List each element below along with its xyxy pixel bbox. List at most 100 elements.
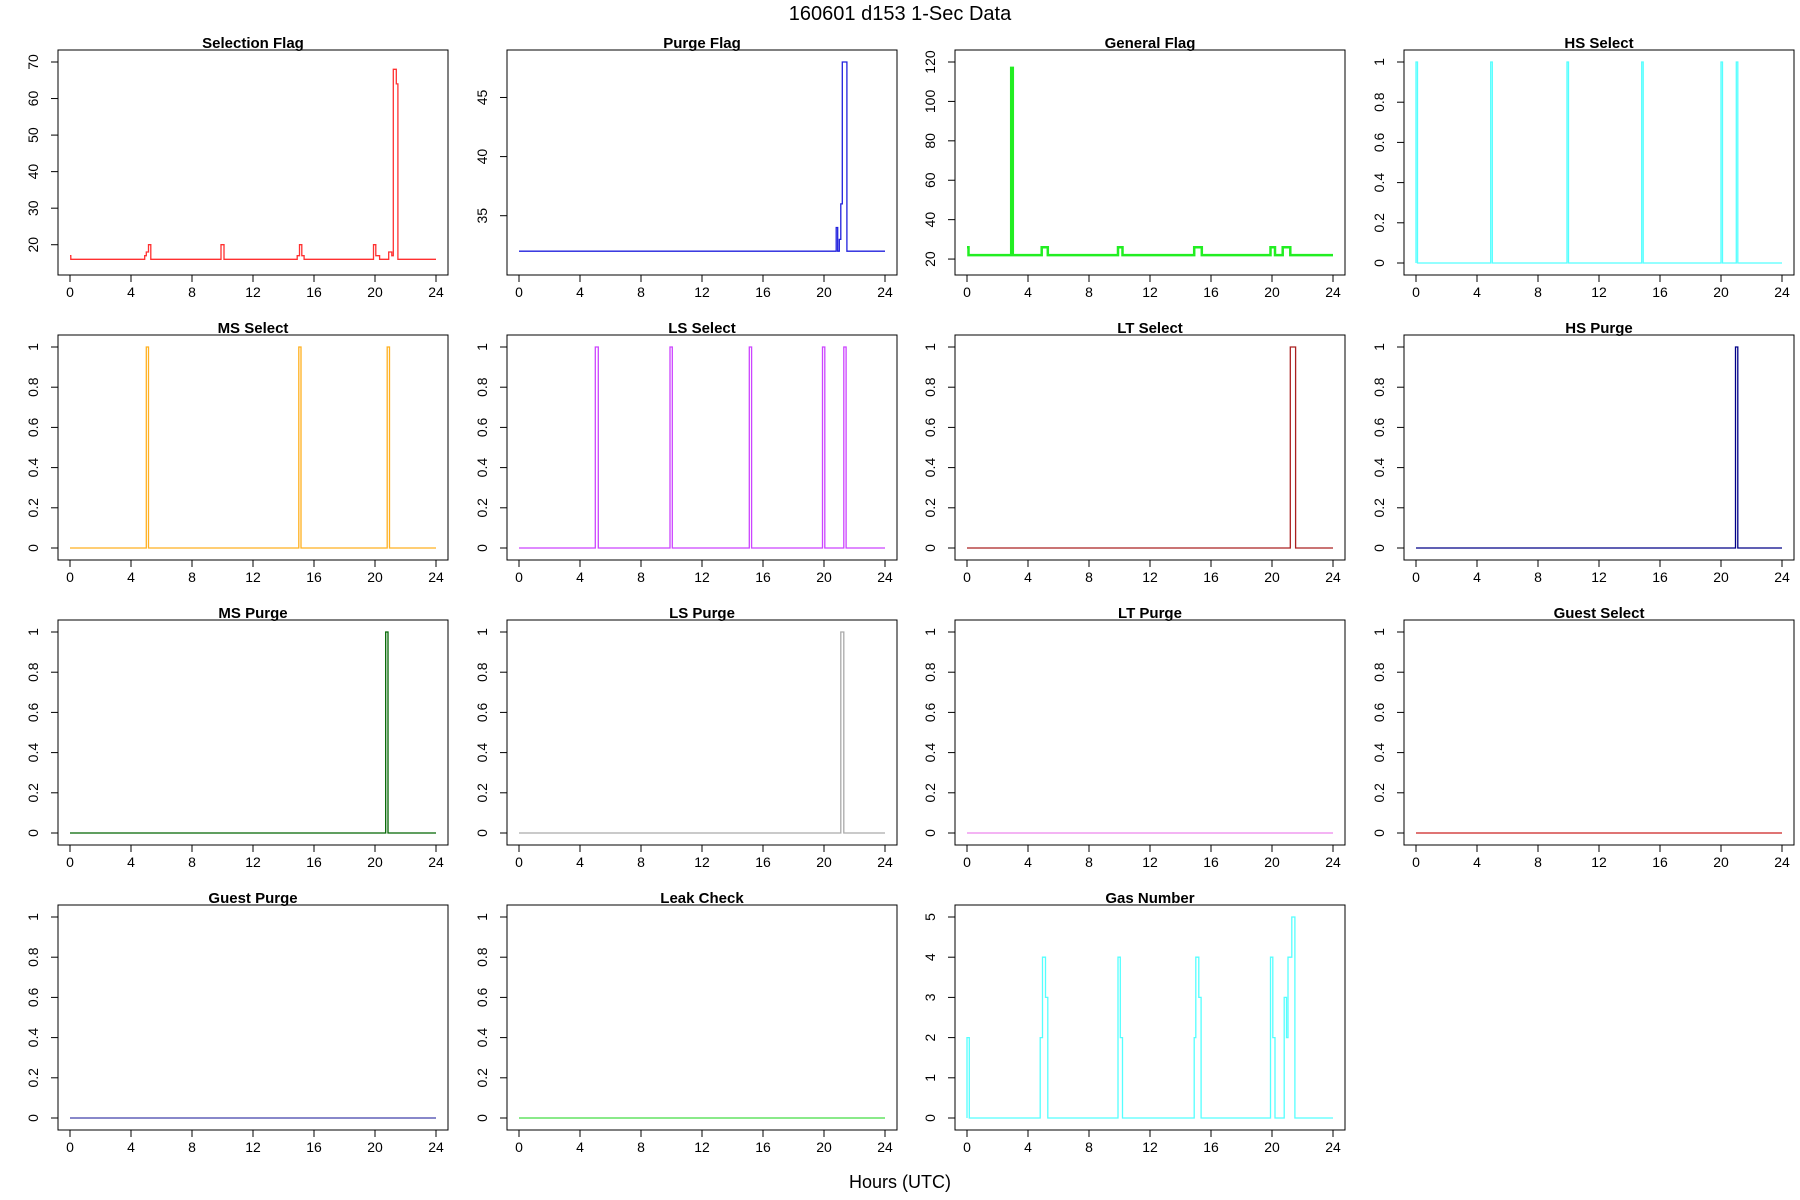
x-tick-label: 16 [306, 569, 322, 585]
data-series-line [70, 346, 436, 549]
data-series-line [1415, 61, 1782, 264]
x-tick-label: 12 [694, 284, 710, 300]
x-tick-label: 12 [1591, 284, 1607, 300]
x-tick-label: 4 [127, 284, 135, 300]
x-tick-label: 8 [1085, 284, 1093, 300]
y-tick-label: 0 [25, 544, 41, 552]
y-tick-label: 0 [922, 1114, 938, 1122]
panel-title: LS Purge [669, 605, 735, 622]
y-tick-label: 120 [922, 50, 938, 74]
y-tick-label: 0.8 [474, 662, 490, 682]
plot-frame [57, 619, 449, 846]
y-tick-label: 35 [474, 208, 490, 224]
y-tick-label: 40 [25, 164, 41, 180]
y-tick-label: 0 [25, 829, 41, 837]
x-tick-label: 20 [1264, 854, 1280, 870]
x-axis-label: Hours (UTC) [849, 1172, 951, 1192]
panel: Selection Flag 0 4 8 12 16 20 24 20 30 40 50 60 70 [25, 35, 449, 300]
y-tick-label: 1 [474, 343, 490, 351]
x-tick-label: 8 [188, 1139, 196, 1155]
y-tick-label: 0.2 [1371, 783, 1387, 803]
x-tick-label: 16 [1203, 569, 1219, 585]
plot-frame [506, 49, 898, 276]
x-tick-label: 0 [515, 854, 523, 870]
panel-title: HS Purge [1565, 320, 1633, 337]
x-tick-label: 8 [188, 854, 196, 870]
x-tick-label: 0 [963, 1139, 971, 1155]
x-tick-label: 20 [1264, 1139, 1280, 1155]
x-tick-label: 8 [637, 854, 645, 870]
y-tick-label: 0.4 [1371, 458, 1387, 478]
x-tick-label: 12 [694, 569, 710, 585]
data-series-line [70, 631, 436, 834]
panel: HS Select 0 4 8 12 16 20 24 0 0.2 0.4 0.6 0.8 1 [1371, 35, 1795, 300]
y-tick-label: 0.2 [25, 498, 41, 518]
y-tick-label: 0.8 [1371, 92, 1387, 112]
x-tick-label: 24 [428, 854, 444, 870]
y-tick-label: 100 [922, 90, 938, 114]
data-series-line [967, 346, 1333, 549]
panel-title: Guest Select [1554, 605, 1645, 622]
plot-frame [57, 904, 449, 1131]
y-tick-label: 0 [1371, 829, 1387, 837]
y-tick-label: 0 [474, 544, 490, 552]
y-tick-label: 0.2 [474, 1068, 490, 1088]
y-tick-label: 1 [1371, 58, 1387, 66]
x-tick-label: 8 [637, 569, 645, 585]
panel: MS Purge 0 4 8 12 16 20 24 0 0.2 0.4 0.6 0.8 1 [25, 605, 449, 870]
y-tick-label: 0.8 [1371, 662, 1387, 682]
y-tick-label: 0.2 [922, 498, 938, 518]
x-tick-label: 8 [1534, 284, 1542, 300]
x-tick-label: 4 [1473, 569, 1481, 585]
y-tick-label: 0.6 [1371, 132, 1387, 152]
x-tick-label: 16 [1652, 569, 1668, 585]
data-series-line [519, 346, 885, 549]
x-tick-label: 0 [963, 569, 971, 585]
x-tick-label: 8 [1534, 854, 1542, 870]
y-tick-label: 0.4 [922, 458, 938, 478]
x-tick-label: 8 [1085, 569, 1093, 585]
x-tick-label: 4 [1024, 854, 1032, 870]
panel-title: LT Select [1117, 320, 1183, 337]
y-tick-label: 0.8 [25, 662, 41, 682]
y-tick-label: 0.8 [474, 377, 490, 397]
data-series-line [1416, 346, 1782, 549]
x-tick-label: 0 [515, 569, 523, 585]
x-tick-label: 0 [66, 284, 74, 300]
y-tick-label: 0.6 [474, 417, 490, 437]
x-tick-label: 20 [1264, 569, 1280, 585]
panel-title: LS Select [668, 320, 736, 337]
y-tick-label: 0.8 [25, 947, 41, 967]
panel-title: General Flag [1105, 35, 1196, 52]
x-tick-label: 16 [306, 284, 322, 300]
y-tick-label: 0.6 [922, 702, 938, 722]
y-tick-label: 0.4 [474, 458, 490, 478]
x-tick-label: 4 [576, 854, 584, 870]
plot-frame [1403, 619, 1795, 846]
x-tick-label: 4 [576, 1139, 584, 1155]
y-tick-label: 4 [922, 953, 938, 961]
x-tick-label: 4 [127, 854, 135, 870]
plot-frame [954, 619, 1346, 846]
y-tick-label: 1 [1371, 628, 1387, 636]
y-tick-label: 0 [1371, 259, 1387, 267]
y-tick-label: 1 [922, 1074, 938, 1082]
plot-frame [506, 334, 898, 561]
x-tick-label: 4 [127, 569, 135, 585]
x-tick-label: 4 [1473, 854, 1481, 870]
panel: HS Purge 0 4 8 12 16 20 24 0 0.2 0.4 0.6 0.8 1 [1371, 320, 1795, 585]
x-tick-label: 20 [1713, 854, 1729, 870]
y-tick-label: 0.6 [474, 987, 490, 1007]
panel: LT Select 0 4 8 12 16 20 24 0 0.2 0.4 0.6 0.8 1 [922, 320, 1346, 585]
x-tick-label: 12 [245, 1139, 261, 1155]
y-tick-label: 20 [922, 251, 938, 267]
panel-title: Leak Check [660, 890, 744, 907]
panel: LT Purge 0 4 8 12 16 20 24 0 0.2 0.4 0.6 0.8 1 [922, 605, 1346, 870]
y-tick-label: 0 [474, 1114, 490, 1122]
x-tick-label: 4 [1024, 569, 1032, 585]
y-tick-label: 50 [25, 127, 41, 143]
panel-title: Selection Flag [202, 35, 304, 52]
x-tick-label: 24 [877, 569, 893, 585]
panel-title: Gas Number [1105, 890, 1194, 907]
